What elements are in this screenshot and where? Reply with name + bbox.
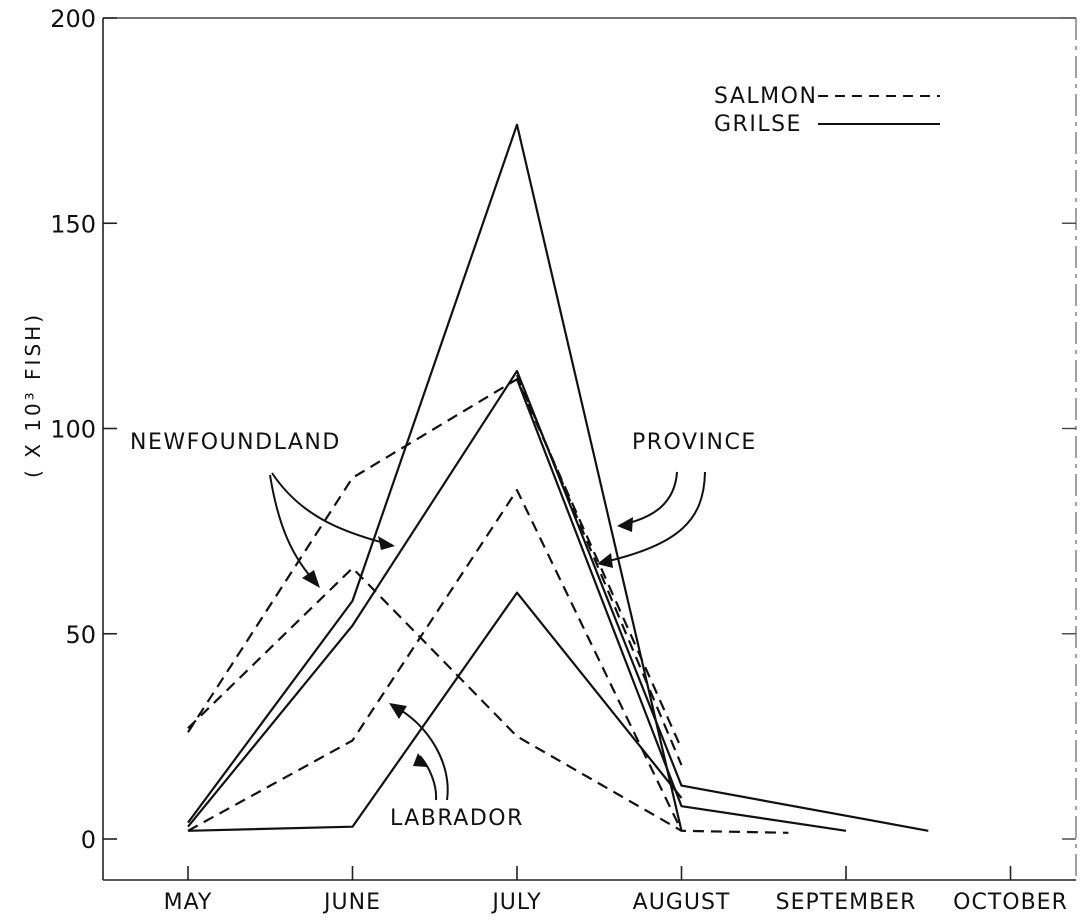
y-tick-label: 50 bbox=[65, 621, 96, 649]
legend: SALMON GRILSE bbox=[714, 84, 940, 137]
arrowhead-province-a bbox=[617, 517, 633, 532]
y-tick-label: 100 bbox=[50, 416, 96, 444]
arrow-province-a bbox=[619, 471, 678, 526]
arrow-newfoundland-b bbox=[269, 474, 319, 586]
arrow-newfoundland-a bbox=[271, 472, 393, 546]
annotation-newfoundland: NEWFOUNDLAND bbox=[130, 430, 341, 455]
x-tick-label: JUNE bbox=[322, 890, 381, 915]
x-tick-label: OCTOBER bbox=[953, 890, 1068, 915]
x-tick-label: SEPTEMBER bbox=[776, 890, 917, 915]
annotation-province: PROVINCE bbox=[632, 430, 757, 455]
series-line-province-grilse bbox=[515, 378, 847, 832]
arrow-labrador-a bbox=[391, 704, 449, 801]
series-line-province-salmon bbox=[515, 374, 683, 766]
series-layer bbox=[187, 123, 929, 834]
y-axis-label: ( X 10³ FISH) bbox=[21, 312, 45, 478]
arrowhead-newfoundland-b bbox=[302, 570, 320, 588]
x-tick-label: MAY bbox=[164, 890, 213, 915]
ticks-layer: 0 50 100 150 200 MAY JUNE JULY AUGUST SEPTEMBER OC… bbox=[50, 5, 1076, 915]
series-line-newfoundland-salmon bbox=[187, 378, 683, 750]
arrowhead-labrador-b bbox=[413, 753, 427, 767]
series-line-labrador-grilse bbox=[187, 591, 683, 832]
series-line-newfoundland-grilse bbox=[187, 369, 929, 832]
series-line-newfoundland-salmon bbox=[187, 566, 789, 834]
y-tick-label: 0 bbox=[81, 826, 96, 854]
arrowhead-newfoundland-a bbox=[378, 536, 395, 550]
legend-label-grilse: GRILSE bbox=[714, 112, 802, 137]
arrow-labrador-b bbox=[419, 755, 438, 801]
arrow-province-b bbox=[599, 471, 706, 564]
annotation-labrador: LABRADOR bbox=[390, 806, 524, 831]
x-tick-label: JULY bbox=[490, 890, 541, 915]
y-tick-label: 200 bbox=[50, 5, 96, 33]
arrowhead-labrador-a bbox=[389, 703, 407, 719]
x-tick-label: AUGUST bbox=[633, 890, 731, 915]
y-tick-label: 150 bbox=[50, 210, 96, 238]
annotations: NEWFOUNDLAND PROVINCE LABRADOR bbox=[130, 430, 757, 831]
series-line-newfoundland-grilse bbox=[187, 123, 683, 832]
arrowhead-province-b bbox=[597, 553, 613, 568]
legend-label-salmon: SALMON bbox=[714, 84, 817, 109]
series-line-labrador-salmon bbox=[187, 489, 683, 832]
